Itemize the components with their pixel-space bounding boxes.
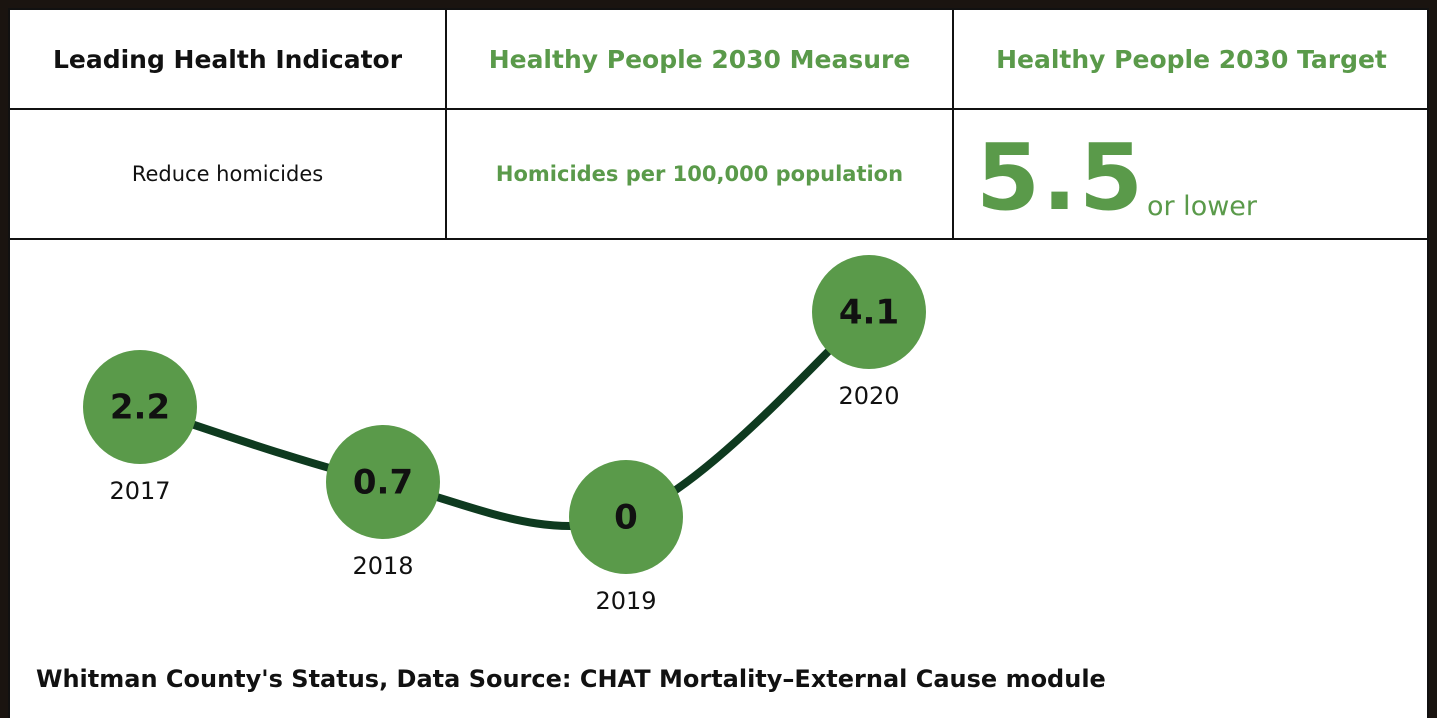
data-point [569, 460, 683, 574]
divider [445, 10, 447, 240]
data-point [812, 255, 926, 369]
target-cell: 5.5 or lower [954, 110, 1429, 238]
target-note: or lower [1146, 191, 1258, 222]
value-label: 4.1 [839, 293, 899, 333]
chart: Whitman County's Status, Data Source: CH… [36, 255, 1106, 693]
value-label: 0.7 [353, 463, 413, 503]
divider [10, 108, 1429, 110]
divider [952, 10, 954, 240]
measure-cell: Homicides per 100,000 population [495, 162, 904, 186]
trend-line [138, 308, 872, 531]
value-label: 0 [614, 498, 638, 538]
year-label: 2019 [595, 587, 656, 615]
year-label: 2020 [838, 382, 899, 410]
year-label: 2017 [109, 477, 170, 505]
infographic: Leading Health Indicator Healthy People … [8, 8, 1429, 718]
data-point [83, 350, 197, 464]
header-cell: Healthy People 2030 Measure [488, 44, 911, 74]
indicator-cell: Reduce homicides [131, 162, 324, 186]
chart-title: Whitman County's Status, Data Source: CH… [36, 665, 1106, 693]
value-label: 2.2 [110, 388, 170, 428]
header-cell: Healthy People 2030 Target [996, 44, 1387, 74]
data-point [326, 425, 440, 539]
header-cell: Leading Health Indicator [52, 44, 403, 74]
divider [10, 238, 1429, 240]
target-value: 5.5 [976, 124, 1145, 231]
year-label: 2018 [352, 552, 413, 580]
